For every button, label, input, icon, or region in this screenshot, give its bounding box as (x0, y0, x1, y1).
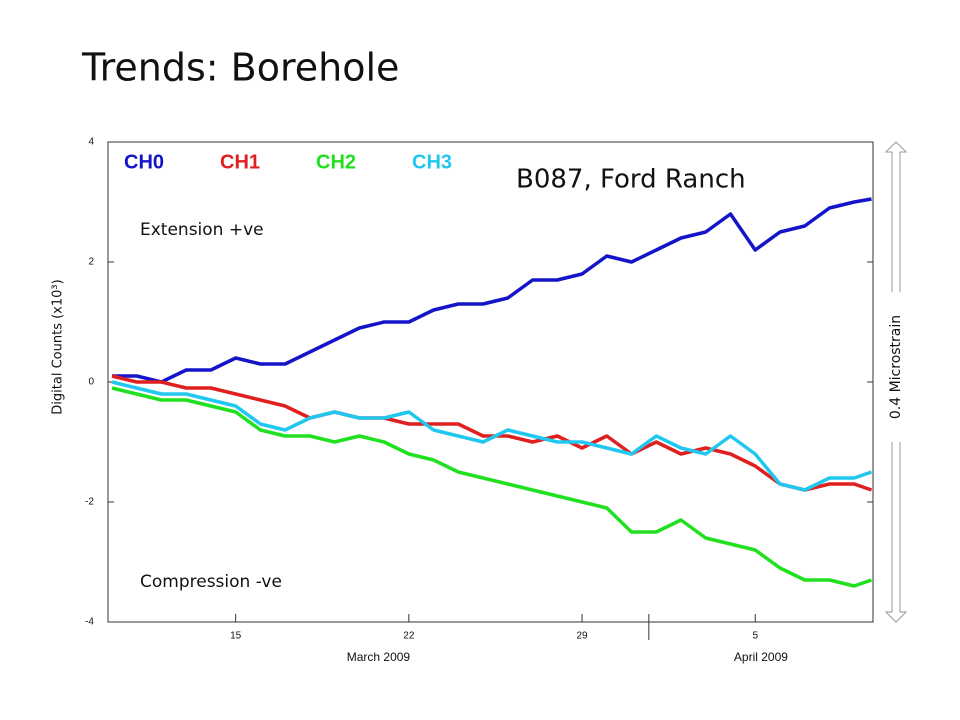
y-tick-label: 0 (88, 377, 94, 388)
series-line (111, 374, 873, 492)
y-tick-label: -2 (85, 497, 94, 508)
series-line (111, 380, 873, 492)
arrow-label-bg (886, 292, 906, 442)
slide-title: Trends: Borehole (81, 46, 399, 90)
legend-label: CH0 (124, 151, 164, 173)
annotation: B087, Ford Ranch (516, 165, 746, 195)
x-tick-label: 5 (752, 631, 758, 642)
x-tick-label: 29 (576, 631, 588, 642)
y-tick-label: 2 (88, 257, 94, 268)
x-tick-label: 15 (230, 631, 242, 642)
x-group-label: April 2009 (734, 650, 788, 664)
legend-label: CH2 (316, 151, 356, 173)
x-group-label: March 2009 (347, 650, 411, 664)
scale-arrow (884, 141, 908, 623)
plot-frame (107, 141, 874, 623)
annotation-bottom: Compression -ve (140, 572, 282, 592)
series-line (112, 197, 872, 384)
right-label: 0.4 Microstrain (888, 315, 904, 419)
y-tick-label: -4 (85, 617, 94, 628)
y-axis-label: Digital Counts (x10³) (51, 279, 66, 414)
annotation-top: Extension +ve (140, 220, 264, 240)
series-line (111, 386, 873, 588)
x-tick-label: 22 (403, 631, 415, 642)
legend-label: CH3 (412, 151, 452, 173)
legend-label: CH1 (220, 151, 260, 173)
y-tick-label: 4 (88, 137, 94, 148)
